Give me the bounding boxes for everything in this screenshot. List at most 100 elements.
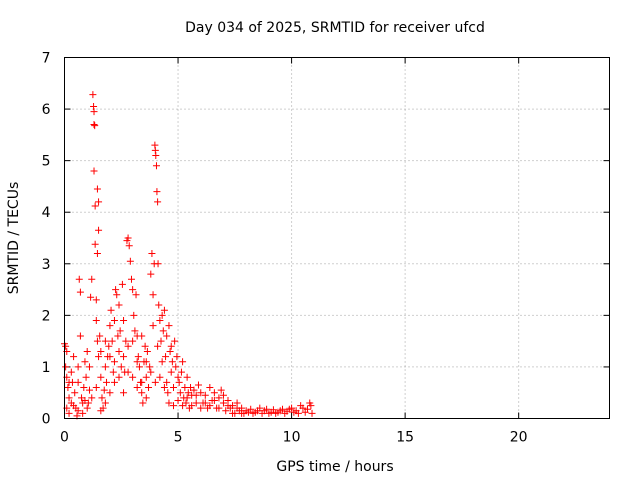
data-point [166,347,174,355]
data-point [194,381,202,389]
data-point [87,293,95,301]
data-point [76,288,84,296]
data-point [88,394,96,402]
data-point [146,363,154,371]
grid [64,57,610,419]
data-point [130,311,138,319]
data-point [162,353,170,361]
data-point [160,384,168,392]
data-point [106,353,114,361]
data-point [129,337,137,345]
data-point [152,162,160,170]
data-point [154,198,162,206]
data-point [93,185,101,193]
data-point [171,337,179,345]
data-point [217,386,225,394]
data-point [224,402,232,410]
data-point [71,389,79,397]
data-point [263,405,271,413]
data-point [134,353,142,361]
y-tick-label: 4 [42,205,51,221]
data-point [254,407,262,415]
data-point [127,275,135,283]
plot-frame [64,57,610,419]
data-point [115,347,123,355]
data-point [85,386,93,394]
data-point [206,402,214,410]
data-point [96,332,104,340]
data-point [149,322,157,330]
data-point [163,332,171,340]
data-point [258,409,266,417]
data-point [168,358,176,366]
data-point [170,384,177,392]
data-point [138,332,146,340]
data-point [92,317,100,325]
data-point [90,108,98,116]
y-tick-label: 3 [42,257,51,273]
data-point [299,404,307,412]
data-point [167,368,175,376]
data-point [117,363,125,371]
data-point [173,353,181,361]
data-point [85,363,93,371]
data-point [97,373,105,381]
data-point [95,226,103,234]
y-tick-label: 1 [42,360,51,376]
data-points [61,91,316,420]
data-point [177,368,185,376]
data-point [74,378,82,386]
data-point [90,121,98,129]
data-point [108,337,116,345]
data-point [92,296,100,304]
data-point [192,399,200,407]
y-tick-label: 7 [42,51,51,67]
data-point [188,402,196,410]
data-point [222,407,230,415]
data-point [303,405,311,413]
data-point [139,399,147,407]
data-point [149,291,157,299]
data-point [143,347,151,355]
data-point [65,409,73,417]
data-point [133,384,141,392]
data-point [122,337,130,345]
x-tick-label: 15 [396,430,414,446]
data-point [172,363,180,371]
data-point [156,317,164,325]
data-point [95,198,103,206]
data-point [152,151,160,159]
data-point [201,399,209,407]
data-point [244,408,252,416]
data-point [148,249,156,257]
data-point [190,386,198,394]
axis-ticks: 0 5 10 15 20 0 1 2 3 4 5 6 7 [42,51,610,446]
data-point [129,373,137,381]
data-point [124,368,132,376]
data-point [210,396,218,404]
data-point [156,373,164,381]
data-point [201,391,209,399]
data-point [197,389,205,397]
data-point [167,342,175,350]
data-point [101,363,109,371]
data-point [138,389,146,397]
data-point [110,317,118,325]
data-point [97,407,105,415]
y-tick-label: 0 [42,412,51,428]
data-point [249,409,257,417]
y-tick-label: 2 [42,308,51,324]
data-point [103,378,111,386]
data-point [281,409,289,417]
data-point [64,384,72,392]
chart-title: Day 034 of 2025, SRMTID for receiver ufc… [185,20,485,36]
data-point [90,167,98,175]
data-point [154,260,162,268]
data-point [276,407,284,415]
data-point [79,399,87,407]
data-point [158,358,166,366]
data-point [206,384,214,392]
data-point [210,389,218,397]
data-point [126,257,134,265]
